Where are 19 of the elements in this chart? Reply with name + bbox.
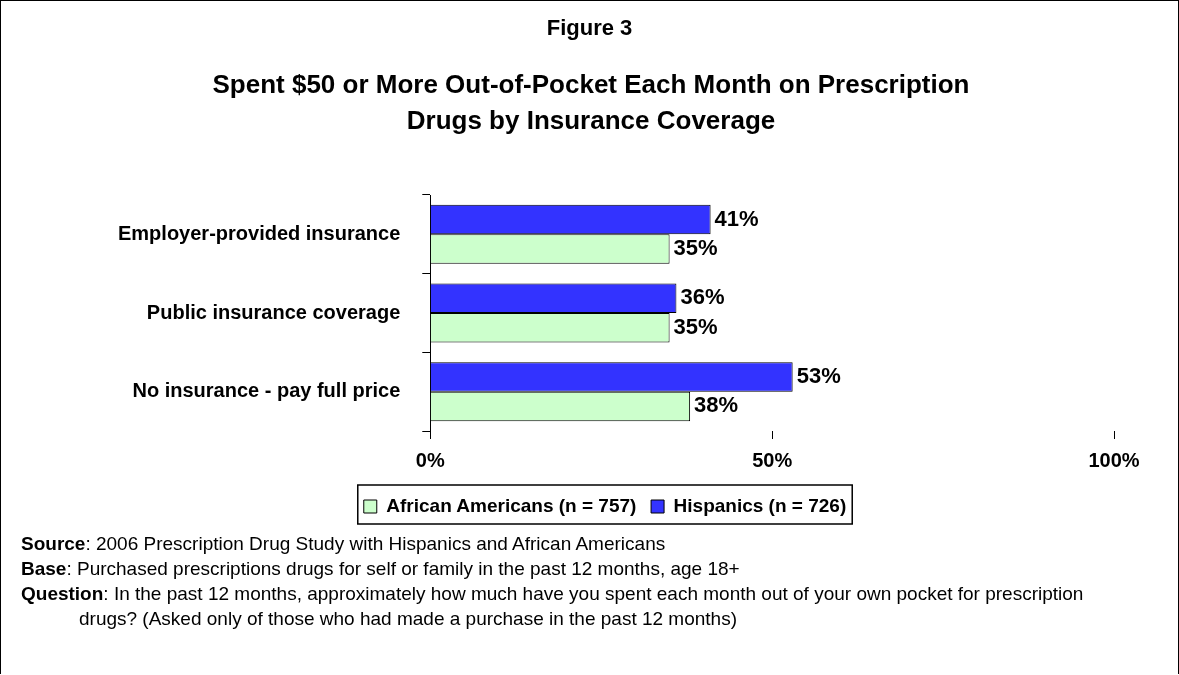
y-tick-label: No insurance - pay full price <box>132 379 401 402</box>
data-label: 53% <box>796 362 841 388</box>
chart-subtitle: Spent $50 or More Out-of-Pocket Each Month on Prescription Drugs by Insurance Coverage <box>211 68 971 137</box>
legend-label: African Americans (n = 757) <box>386 494 637 516</box>
text: Question: In the past 12 months, approximately how much have you spent each month out of your own pocket for prescription drugs? (Asked only of those who had made a purchase in the past 12 months) <box>21 583 1084 629</box>
y-tick-label: Public insurance coverage <box>146 300 401 323</box>
data-label: 35% <box>673 235 718 261</box>
data-label: 35% <box>673 313 718 339</box>
text: Base: Purchased prescriptions drugs for self or family in the past 12 months, age 18+ <box>21 558 740 579</box>
x-tick-label: 50% <box>752 448 793 471</box>
y-tick-label: Employer-provided insurance <box>118 221 401 244</box>
source-note: Source: 2006 Prescription Drug Study with Hispanics and African Americans <box>21 533 666 554</box>
data-label: 36% <box>680 284 725 310</box>
data-label: 38% <box>694 392 739 418</box>
x-tick-label: 0% <box>415 448 445 471</box>
data-label: 41% <box>714 205 759 231</box>
x-tick-label: 100% <box>1088 448 1140 471</box>
legend-label: Hispanics (n = 726) <box>673 494 847 516</box>
chart-title: Figure 3 <box>545 15 634 41</box>
